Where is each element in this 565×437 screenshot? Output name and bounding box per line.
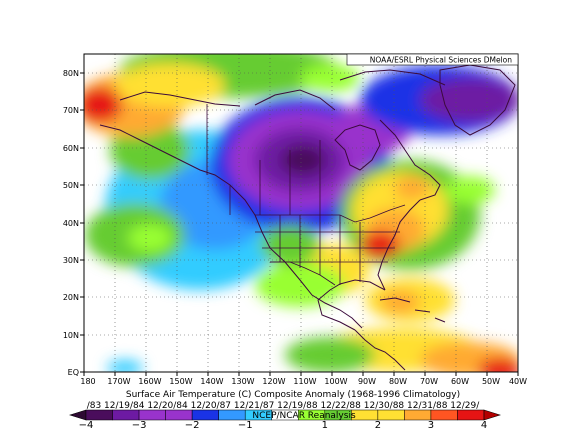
- colorbar-tick-label: −2: [185, 420, 200, 431]
- y-tick-label: 40N: [63, 219, 79, 228]
- x-tick-label: 110W: [293, 377, 316, 386]
- y-tick-label: 50N: [63, 181, 79, 190]
- colorbar-cell: [191, 409, 219, 421]
- shade-red-alaska: [84, 87, 122, 123]
- y-tick-label: 20N: [63, 293, 79, 302]
- caribbean-islands: [379, 297, 446, 323]
- y-tick-label: 10N: [63, 331, 79, 340]
- colorbar-cell: [404, 409, 432, 421]
- colorbar-tick-label: −1: [238, 420, 253, 431]
- shade-green-southwest: [260, 225, 320, 265]
- x-tick-label: 70W: [420, 377, 438, 386]
- x-tick-label: 90W: [358, 377, 376, 386]
- shade-purple-greenland: [420, 78, 518, 122]
- colorbar-cell: [85, 409, 113, 421]
- us-canada-border: [255, 204, 406, 223]
- x-tick-label: 150W: [169, 377, 192, 386]
- x-tick-label: 170W: [107, 377, 130, 386]
- gulf-coast: [317, 279, 386, 331]
- shade-green-tropics: [285, 337, 375, 372]
- x-tick-label: 40W: [509, 377, 527, 386]
- credit-text: NOAA/ESRL Physical Sciences DMelon: [370, 56, 512, 65]
- colorbar-tick-label: −3: [132, 420, 147, 431]
- shade-deep-purple-core: [281, 145, 325, 175]
- shade-red-southeast: [360, 231, 400, 259]
- state-lines-2: [255, 231, 400, 263]
- y-tick-label: 30N: [63, 256, 79, 265]
- shade-lightgreen-arctic: [300, 64, 360, 92]
- shade-lightgreen-mexico: [255, 263, 345, 307]
- x-tick-label: 180: [80, 377, 95, 386]
- credit-box: [346, 53, 519, 66]
- colorbar-tick-label: 3: [428, 420, 434, 431]
- central-america: [354, 329, 406, 371]
- x-tick-label: 60W: [451, 377, 469, 386]
- colorbar-arrow-right: [483, 409, 502, 421]
- arctic-islands: [254, 69, 446, 111]
- x-tick-label: 120W: [262, 377, 285, 386]
- borders: [206, 104, 406, 286]
- colorbar-cell: [457, 409, 485, 421]
- y-tick-label: EQ: [68, 368, 79, 377]
- shade-orange-gulf: [380, 290, 420, 314]
- colorbar-arrow-left: [68, 409, 87, 421]
- shade-orange-labrador: [394, 176, 430, 200]
- east-coast: [377, 199, 421, 291]
- x-tick-label: 80W: [389, 377, 407, 386]
- x-tick-label: 160W: [138, 377, 161, 386]
- y-tick-label: 70N: [63, 106, 79, 115]
- colorbar-tick-label: 2: [375, 420, 381, 431]
- x-tick-label: 50W: [482, 377, 500, 386]
- colorbar-ticks: −4 −3 −2 −1 1 2 3 4: [79, 420, 488, 431]
- x-tick-label: 100W: [324, 377, 347, 386]
- colorbar-cell: [430, 409, 458, 421]
- state-lines-1: [279, 215, 361, 285]
- colorbar-cell: [112, 409, 140, 421]
- shade-lightgreen-atlantic: [445, 176, 495, 204]
- x-tick-label: 140W: [200, 377, 223, 386]
- y-axis: EQ 10N 20N 30N 40N 50N 60N 70N 80N: [63, 69, 84, 377]
- greenland: [439, 64, 516, 136]
- colorbar-cell: [218, 409, 246, 421]
- alaska-north: [119, 91, 241, 107]
- x-axis: 180 170W 160W 150W 140W 130W 120W 110W 1…: [80, 372, 527, 386]
- y-tick-label: 60N: [63, 144, 79, 153]
- shade-red-tropics: [478, 358, 518, 372]
- colorbar-subtitle: NCEP/NCAR Reanalysis: [252, 411, 356, 421]
- shade-yellow-alaska: [115, 63, 225, 107]
- province-lines: [229, 140, 321, 215]
- composite-dates: /83 12/19/84 12/20/84 12/20/87 12/21/87 …: [87, 401, 481, 411]
- colorbar-cells: [85, 409, 485, 421]
- x-tick-label: 130W: [231, 377, 254, 386]
- colorbar-tick-label: −4: [79, 420, 94, 431]
- colorbar-cell: [377, 409, 405, 421]
- graticule: [84, 54, 518, 372]
- hudson-bay: [334, 124, 381, 171]
- shade-cyan-tropics: [107, 360, 143, 372]
- labrador-coast: [379, 119, 441, 201]
- shade-lightgreen-west: [128, 224, 172, 252]
- colorbar-tick-label: 4: [481, 420, 487, 431]
- map-title: Surface Air Temperature (C) Composite An…: [126, 390, 460, 400]
- colorbar-cell: [165, 409, 193, 421]
- y-tick-label: 80N: [63, 69, 79, 78]
- colorbar-cell: [138, 409, 166, 421]
- colorbar-tick-label: 1: [322, 420, 328, 431]
- colorbar: NCEP/NCAR Reanalysis −4 −3 −2 −1 1 2 3 4: [68, 409, 502, 431]
